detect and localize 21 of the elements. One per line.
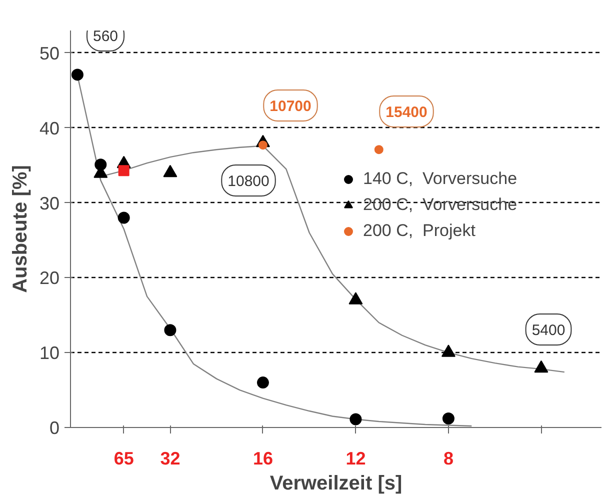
y-tick-label: 40 [39,118,60,138]
annotation: 10800 [228,173,270,190]
x-tick-label: 16 [252,448,273,468]
y-tick-label: 50 [39,43,60,64]
legend-label: 200 C, Vorversuche [363,195,518,215]
x-tick-label: 12 [346,448,366,468]
annotation: 5400 [532,322,566,339]
x-tick-label: 8 [443,448,454,468]
x-axis-title: Verweilzeit [s] [270,472,402,494]
y-tick-label: 10 [39,343,60,364]
legend-label: 200 C, Projekt [363,221,476,241]
x-tick-label: 32 [160,448,180,468]
y-tick-label: 20 [39,268,60,288]
y-tick-label: 0 [49,418,60,438]
x-tick-label: 65 [114,448,134,468]
y-axis-title: Ausbeute [%] [9,165,32,293]
annotation: 10700 [270,98,312,115]
y-tick-label: 30 [39,193,60,214]
annotation: 15400 [386,104,428,121]
annotation: 560 [92,28,118,45]
legend-label: 140 C, Vorversuche [363,169,518,189]
